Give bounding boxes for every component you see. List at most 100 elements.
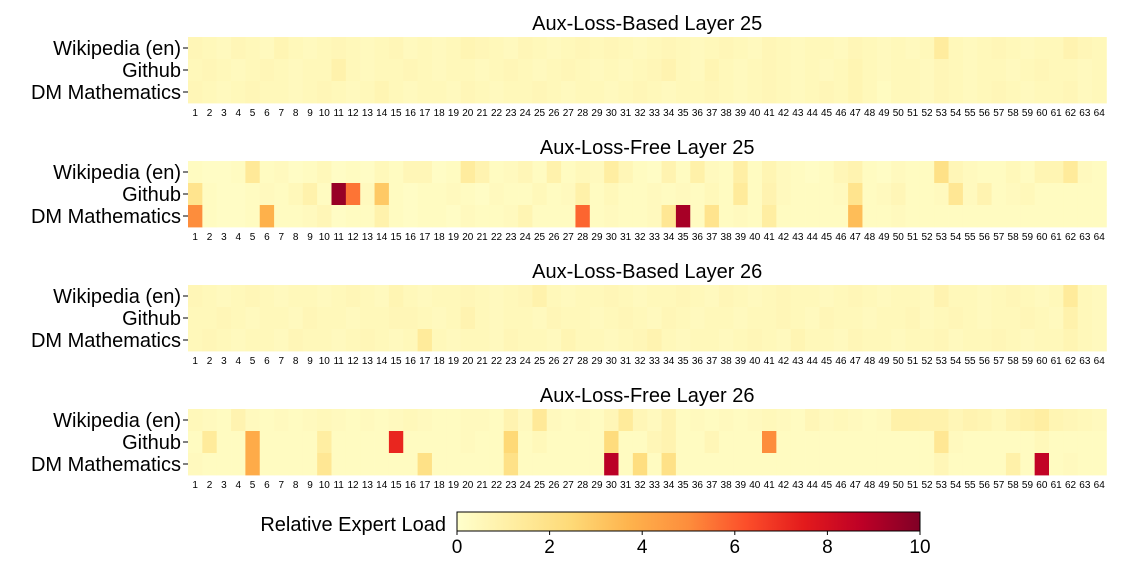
heatmap-cell [833,205,849,228]
heatmap-cell [776,307,792,330]
column-tick-label: 47 [850,232,862,243]
heatmap-cell [934,205,949,228]
heatmap-cell [805,453,820,476]
heatmap-cell [388,431,404,454]
column-tick-label: 64 [1094,108,1106,119]
heatmap-cell [647,205,662,228]
heatmap-cell [245,81,261,104]
column-tick-label: 39 [735,356,747,367]
heatmap-cell [790,307,806,330]
heatmap-cell [977,183,992,206]
heatmap-cell [388,285,404,308]
column-tick-label: 57 [993,480,1005,491]
column-tick-label: 46 [835,480,847,491]
heatmap-cell [977,285,992,308]
heatmap-cell [1020,205,1036,228]
heatmap-cell [762,307,777,330]
heatmap-cell [288,81,304,104]
heatmap-cell [288,329,304,352]
heatmap-cell [891,409,906,432]
column-tick-label: 37 [706,480,718,491]
heatmap-cell [403,431,418,454]
heatmap-cell [848,409,863,432]
heatmap-cell [518,161,533,184]
heatmap-cell [733,59,749,82]
column-tick-label: 18 [434,232,446,243]
heatmap-cell [690,81,705,104]
column-tick-label: 51 [907,232,919,243]
heatmap-cell [532,307,548,330]
heatmap-cell [977,453,992,476]
heatmap-cell [805,431,820,454]
column-tick-label: 52 [921,108,933,119]
heatmap-cell [991,431,1007,454]
heatmap-cell [905,37,921,60]
heatmap-cell [919,81,935,104]
heatmap-panel: Aux-Loss-Based Layer 26 Wikipedia (en)Git… [31,261,1107,367]
column-tick-label: 64 [1094,480,1106,491]
heatmap-cell [934,183,949,206]
heatmap-cell [317,161,332,184]
column-tick-label: 54 [950,232,962,243]
column-tick-label: 30 [606,232,618,243]
column-tick-label: 48 [864,356,876,367]
heatmap-cell [962,453,978,476]
heatmap-cell [460,409,476,432]
column-tick-label: 25 [534,232,546,243]
column-tick-label: 15 [391,480,403,491]
column-tick-label: 28 [577,356,589,367]
column-tick-label: 13 [362,480,374,491]
heatmap-cell [1020,307,1036,330]
heatmap-cell [317,409,332,432]
column-tick-label: 41 [764,480,776,491]
heatmap-cell [891,183,906,206]
heatmap-cell [718,183,734,206]
column-tick-label: 10 [319,480,331,491]
heatmap-cell [819,453,835,476]
heatmap-cell [690,59,705,82]
heatmap-cell [589,161,605,184]
heatmap-cell [561,453,576,476]
heatmap-cell [259,431,275,454]
heatmap-cell [374,37,390,60]
heatmap-cell [245,161,261,184]
column-tick-label: 51 [907,108,919,119]
heatmap-cell [374,161,390,184]
column-tick-label: 37 [706,232,718,243]
heatmap-cell [503,37,519,60]
heatmap-cell [704,183,720,206]
heatmap-cell [589,59,605,82]
panel-title: Aux-Loss-Based Layer 26 [532,261,762,283]
heatmap-cell [360,161,375,184]
column-tick-label: 20 [462,356,474,367]
heatmap-cell [704,59,720,82]
column-tick-label: 54 [950,356,962,367]
heatmap-cell [891,453,906,476]
column-tick-label: 15 [391,356,403,367]
column-tick-label: 28 [577,480,589,491]
heatmap-cell [647,37,662,60]
heatmap-cell [819,59,835,82]
heatmap-cell [288,37,304,60]
heatmap-cell [345,409,361,432]
heatmap-cell [475,37,490,60]
heatmap-cell [1034,161,1050,184]
heatmap-cell [819,37,835,60]
heatmap-cell [403,307,418,330]
heatmap-cell [919,183,935,206]
heatmap-cell [1049,453,1064,476]
heatmap-cell [934,81,949,104]
column-tick-label: 20 [462,232,474,243]
heatmap-cell [231,307,246,330]
heatmap-cell [891,37,906,60]
heatmap-cell [704,453,720,476]
heatmap-cell [231,81,246,104]
heatmap-cell [532,183,548,206]
heatmap-cell [934,59,949,82]
heatmap-cell [1034,183,1050,206]
heatmap-cell [876,205,892,228]
heatmap-cell [862,329,878,352]
heatmap-cell [632,81,648,104]
heatmap-cell [317,431,332,454]
heatmap-cell [460,37,476,60]
